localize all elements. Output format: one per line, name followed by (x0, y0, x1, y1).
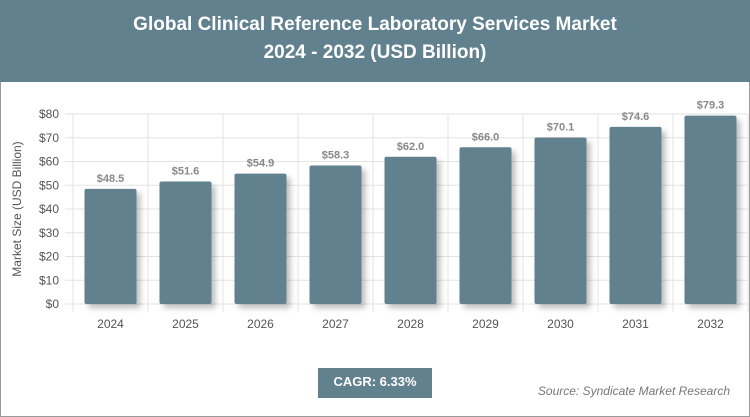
y-tick-label: $60 (39, 155, 59, 169)
y-tick-label: $40 (39, 202, 59, 216)
x-tick-label: 2024 (97, 317, 124, 331)
bar-2026 (234, 173, 287, 304)
data-label: $74.6 (622, 111, 650, 123)
bar-2028 (384, 156, 437, 304)
y-tick-label: $50 (39, 178, 59, 192)
x-tick-label: 2026 (247, 317, 274, 331)
bar-2027 (309, 165, 362, 304)
y-tick-label: $10 (39, 273, 59, 287)
chart-title: Global Clinical Reference Laboratory Ser… (133, 14, 617, 35)
x-tick-label: 2029 (472, 317, 499, 331)
data-label: $62.0 (397, 141, 425, 153)
y-axis-label: Market Size (USD Billion) (10, 141, 24, 276)
chart-subtitle: 2024 - 2032 (USD Billion) (263, 42, 487, 63)
x-tick-label: 2025 (172, 317, 199, 331)
bar-2031 (609, 126, 662, 304)
x-tick-label: 2032 (697, 317, 724, 331)
y-tick-label: $0 (46, 297, 60, 311)
data-label: $79.3 (697, 100, 725, 112)
source-note: Source: Syndicate Market Research (537, 384, 730, 398)
data-label: $51.6 (172, 165, 200, 177)
x-tick-label: 2031 (622, 317, 649, 331)
x-tick-label: 2027 (322, 317, 349, 331)
y-tick-label: $70 (39, 131, 59, 145)
bar-2025 (159, 181, 212, 304)
y-tick-label: $80 (39, 107, 59, 121)
bar-2030 (534, 137, 587, 304)
x-tick-label: 2030 (547, 317, 574, 331)
y-tick-label: $20 (39, 250, 59, 264)
data-label: $54.9 (247, 158, 275, 170)
data-label: $70.1 (547, 122, 575, 134)
x-tick-label: 2028 (397, 317, 424, 331)
data-label: $48.5 (97, 173, 125, 185)
bar-2024 (84, 188, 137, 304)
data-label: $58.3 (322, 150, 350, 162)
data-label: $66.0 (472, 131, 500, 143)
chart-header: Global Clinical Reference Laboratory Ser… (0, 0, 750, 82)
y-tick-label: $30 (39, 226, 59, 240)
bar-2029 (459, 147, 512, 304)
bar-2032 (684, 115, 737, 304)
cagr-badge: CAGR: 6.33% (318, 368, 432, 398)
